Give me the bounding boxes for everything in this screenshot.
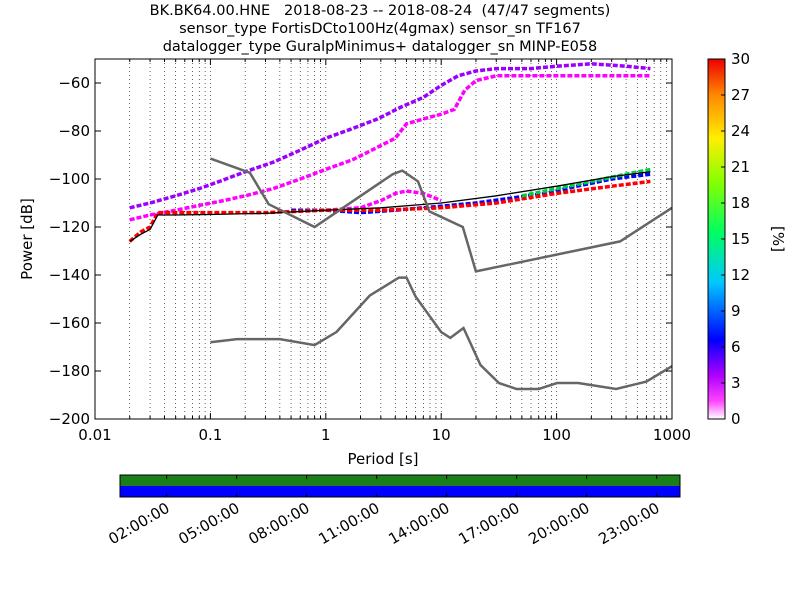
plot-frame <box>94 58 673 420</box>
colorbar-tick-label: 21 <box>731 158 750 176</box>
noise-models <box>209 157 673 391</box>
colorbar-tick-label: 0 <box>731 410 741 428</box>
timeline-tick-label: 14:00:00 <box>385 499 452 548</box>
x-tick-label: 10 <box>432 426 451 444</box>
colorbar-axis: 0 3 6 9 12 15 18 21 24 27 30 <box>721 50 750 428</box>
timeline-tick-label: 20:00:00 <box>525 499 592 548</box>
nlnm-curve <box>210 276 673 391</box>
y-tick-label: −160 <box>49 314 90 332</box>
y-tick-label: −140 <box>49 266 90 284</box>
grid <box>129 59 668 419</box>
x-tick-label: 1 <box>321 426 331 444</box>
timeline-tick-label: 23:00:00 <box>595 499 662 548</box>
y-tick-label: −180 <box>49 362 90 380</box>
title-line-1: BK.BK64.00.HNE 2018-08-23 -- 2018-08-24 … <box>149 3 611 19</box>
y-tick-label: −120 <box>49 218 90 236</box>
colorbar-tick-label: 3 <box>731 374 741 392</box>
timeline-frame <box>119 474 681 498</box>
y-axis-label: Power [dB] <box>18 198 36 280</box>
timeline-tick-label: 02:00:00 <box>105 499 172 548</box>
x-tick-label: 0.1 <box>198 426 222 444</box>
x-tick-label: 100 <box>542 426 571 444</box>
x-axis: 0.01 0.1 1 10 100 1000 <box>78 59 691 444</box>
ppsd-band-1 <box>129 74 651 222</box>
colorbar-tick-label: 6 <box>731 338 741 356</box>
timeline-coverage-bar <box>120 486 680 497</box>
ppsd-band-4 <box>128 179 651 243</box>
ppsd-band-0 <box>129 62 651 210</box>
timeline-tick-label: 08:00:00 <box>245 499 312 548</box>
title-line-2: sensor_type FortisDCto100Hz(4gmax) senso… <box>179 21 581 37</box>
data-availability-timeline: 02:00:00 05:00:00 08:00:00 11:00:00 14:00:00… <box>105 474 681 548</box>
colorbar-tick-label: 12 <box>731 266 750 284</box>
timeline-tick-label: 17:00:00 <box>455 499 522 548</box>
y-tick-label: −60 <box>58 74 90 92</box>
x-axis-label: Period [s] <box>347 450 418 468</box>
ppsd-band-5 <box>521 167 651 198</box>
y-tick-label: −200 <box>49 410 90 428</box>
y-tick-label: −100 <box>49 170 90 188</box>
y-axis: −60 −80 −100 −120 −140 −160 −180 −200 <box>49 74 672 428</box>
title-line-3: datalogger_type GuralpMinimus+ datalogge… <box>162 39 598 55</box>
colorbar-tick-label: 15 <box>731 230 750 248</box>
chart-title: BK.BK64.00.HNE 2018-08-23 -- 2018-08-24 … <box>0 2 760 56</box>
ppsd-band-6 <box>129 171 651 242</box>
colorbar-tick-label: 18 <box>731 194 750 212</box>
colorbar-tick-label: 30 <box>731 50 750 68</box>
nhnm-curve <box>209 157 673 273</box>
colorbar-label: [%] <box>769 226 787 252</box>
timeline-tick-label: 11:00:00 <box>315 499 382 548</box>
y-tick-label: −80 <box>58 122 90 140</box>
colorbar-tick-label: 24 <box>731 122 750 140</box>
timeline-tick-label: 05:00:00 <box>175 499 242 548</box>
colorbar-tick-label: 9 <box>731 302 741 320</box>
x-tick-label: 1000 <box>653 426 691 444</box>
ppsd-bands <box>128 62 651 243</box>
x-tick-label: 0.01 <box>78 426 111 444</box>
colorbar-tick-label: 27 <box>731 86 750 104</box>
timeline-data-bar <box>120 475 680 486</box>
